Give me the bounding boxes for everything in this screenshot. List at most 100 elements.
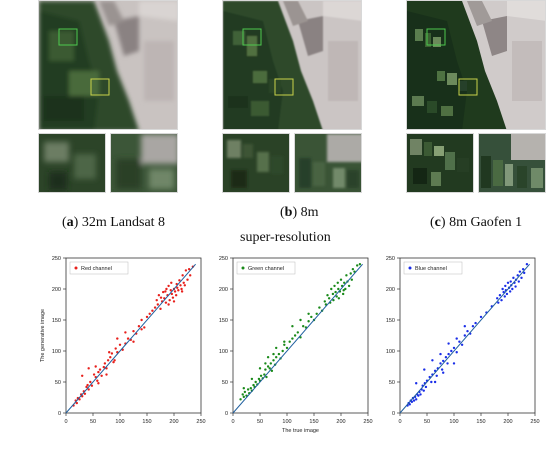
legend: Blue channel [403,261,463,275]
data-point [285,346,289,350]
y-tick-label: 0 [225,411,228,417]
zoom-inset-landsat-2 [110,133,178,193]
reference-line [232,263,363,414]
data-point [344,287,347,291]
data-point [98,368,102,371]
zoom-inset-gaofen-2 [478,133,546,193]
data-point [452,362,456,365]
data-point [505,292,509,296]
legend-marker [408,266,412,270]
data-point [281,349,284,353]
data-point [335,295,338,298]
y-tick-label: 250 [219,256,228,262]
data-point [509,280,512,283]
data-point [86,383,89,387]
data-point [167,284,170,288]
data-point [511,287,514,291]
legend: Green channel [236,261,296,275]
data-point [452,346,456,350]
data-point [330,287,333,291]
data-point [508,290,512,293]
data-point [157,294,161,297]
data-point [254,380,257,384]
data-point [164,301,168,304]
y-tick-label: 100 [219,349,228,355]
data-point [164,290,167,293]
zoom-inset-gaofen-1 [406,133,474,193]
data-point [167,303,170,306]
legend-box [403,261,463,275]
data-point [503,295,506,298]
data-point [179,284,182,287]
x-tick-label: 50 [90,419,96,425]
data-point [266,356,270,359]
reference-line [399,263,530,414]
data-point [180,290,184,293]
zoom-inset-landsat-1 [38,133,106,193]
data-point [106,359,110,362]
data-point [250,377,254,381]
data-point [85,385,88,389]
data-point [498,294,502,297]
data-point [496,297,499,300]
data-point [310,315,313,319]
data-point [351,267,355,271]
data-point [521,267,525,271]
x-axis-label: The true image [282,428,319,434]
x-tick-label: 200 [169,419,178,425]
data-point [512,276,515,280]
data-point [514,285,517,288]
data-point [137,325,141,328]
data-point [299,318,302,322]
data-point [268,367,271,370]
data-point [307,312,310,315]
data-point [263,373,266,376]
data-point [272,359,275,362]
data-point [446,362,449,365]
data-point [239,398,242,401]
data-point [458,340,461,343]
data-point [266,365,270,368]
scatter-plot-blue: 0 50 100 150 200 250 0 50 100 150 200 250 Blue chann… [386,256,540,425]
data-point [126,337,130,340]
data-point [518,270,522,273]
x-tick-label: 150 [142,419,151,425]
data-point [339,278,343,281]
x-tick-label: 250 [363,419,372,425]
data-point [87,388,90,391]
data-point [460,343,464,346]
data-point [100,374,103,377]
data-point [323,300,326,303]
data-point [275,356,278,359]
zoom-texture-gaofen-1 [407,134,473,192]
data-point [124,331,127,334]
reference-line [65,263,196,414]
data-point [187,267,191,271]
x-tick-label: 100 [449,419,458,425]
data-point [180,287,183,291]
data-point [433,380,437,384]
data-point [257,377,261,381]
data-point [165,287,168,291]
y-tick-label: 100 [52,349,61,355]
data-point [334,290,337,294]
zoom-inset-super-resolution-2 [294,133,362,193]
y-tick-label: 150 [52,318,61,324]
y-tick-label: 150 [386,318,395,324]
y-tick-label: 50 [389,380,395,386]
caption-c: (c) 8m Gaofen 1 [430,215,523,230]
x-tick-label: 250 [196,419,205,425]
satellite-image-landsat [38,0,178,130]
data-point [442,371,445,374]
data-point [112,360,115,364]
data-point [182,281,185,284]
data-point [336,281,339,284]
data-point [153,306,157,309]
x-tick-label: 200 [503,419,512,425]
data-point [410,400,414,404]
data-point [108,351,111,354]
x-tick-label: 100 [115,419,124,425]
data-point [423,368,426,371]
data-point [189,274,192,277]
data-point [181,274,184,277]
